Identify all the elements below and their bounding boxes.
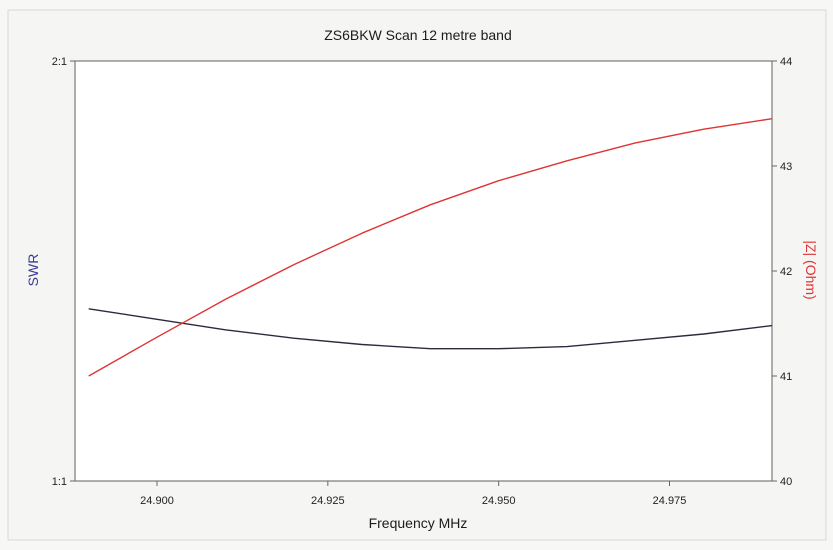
y-right-tick-label: 44: [780, 56, 792, 68]
y-axis-label-right: |Z| (Ohm): [803, 240, 819, 299]
x-axis: 24.900 24.925 24.950 24.975: [140, 481, 686, 507]
chart-title: ZS6BKW Scan 12 metre band: [324, 27, 512, 43]
series-layer: [88, 118, 773, 377]
y-axis-left: 1:1 2:1: [52, 56, 75, 488]
y-right-tick-label: 42: [780, 266, 792, 278]
x-tick-label: 24.950: [482, 495, 516, 507]
y-right-tick-label: 40: [780, 476, 792, 488]
y-axis-right: 40 41 42 43 44: [772, 56, 792, 488]
x-axis-label: Frequency MHz: [369, 515, 468, 531]
y-left-tick-label: 2:1: [52, 56, 67, 68]
x-tick-label: 24.975: [653, 495, 687, 507]
y-right-tick-label: 43: [780, 161, 792, 173]
y-right-tick-label: 41: [780, 371, 792, 383]
y-axis-label-left: SWR: [25, 254, 41, 287]
x-tick-label: 24.925: [311, 495, 345, 507]
swr-series-line: [88, 308, 773, 350]
y-left-tick-label: 1:1: [52, 476, 67, 488]
x-tick-label: 24.900: [140, 495, 174, 507]
impedance-series-line: [88, 118, 773, 377]
plot-area: [74, 60, 773, 482]
